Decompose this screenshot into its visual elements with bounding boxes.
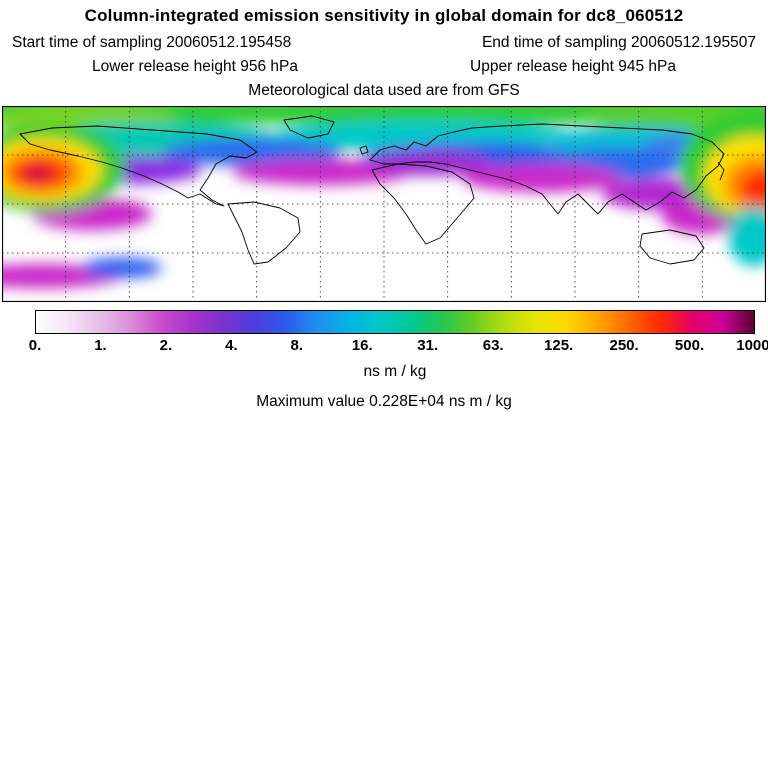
emission-sensitivity-map [2, 106, 766, 302]
colorbar-gradient [35, 310, 755, 334]
colorbar-tick: 2. [159, 337, 173, 354]
colorbar-tick: 16. [351, 337, 373, 354]
colorbar-tick: 63. [482, 337, 504, 354]
max-value-text: Maximum value 0.228E+04 ns m / kg [256, 393, 512, 410]
met-data-line: Meteorological data used are from GFS [0, 82, 768, 100]
map-panel [2, 106, 766, 302]
colorbar-tick: 4. [225, 337, 238, 354]
colorbar-tick: 8. [290, 337, 304, 354]
coastlines [19, 115, 725, 265]
sensitivity-field [2, 106, 766, 288]
colorbar-ticks: 0. 1. 2. 4. 8. 16. 31. 63. 125. 250. 500… [29, 337, 768, 359]
colorbar: 0. 1. 2. 4. 8. 16. 31. 63. 125. 250. 500… [29, 310, 768, 359]
figure-header: Column-integrated emission sensitivity i… [0, 0, 768, 100]
sampling-times-line: Start time of sampling 20060512.195458 E… [0, 34, 768, 52]
end-time-text: End time of sampling 20060512.195507 [481, 34, 756, 51]
met-data-text: Meteorological data used are from GFS [248, 82, 520, 99]
figure-title: Column-integrated emission sensitivity i… [84, 6, 684, 25]
colorbar-tick: 1. [94, 337, 107, 354]
map-border [2, 106, 766, 302]
upper-release-text: Upper release height 945 hPa [470, 58, 676, 75]
colorbar-tick: 500. [674, 337, 705, 354]
colorbar-tick: 125. [544, 337, 574, 354]
start-time-text: Start time of sampling 20060512.195458 [12, 34, 292, 51]
colorbar-tick: 1000. [736, 337, 768, 354]
colorbar-tick: 31. [417, 337, 439, 354]
colorbar-units-label: ns m / kg [363, 363, 427, 380]
release-heights-line: Lower release height 956 hPa Upper relea… [0, 58, 768, 76]
lower-release-text: Lower release height 956 hPa [92, 58, 298, 75]
colorbar-tick: 250. [609, 337, 639, 354]
colorbar-tick: 0. [28, 337, 42, 354]
